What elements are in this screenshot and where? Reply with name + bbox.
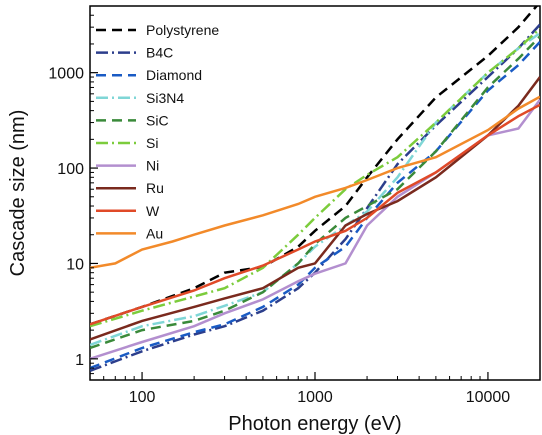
legend-label: Polystyrene	[146, 22, 219, 38]
legend-label: SiC	[146, 112, 169, 128]
y-tick-label: 1000	[48, 66, 84, 83]
y-axis-title: Cascade size (nm)	[7, 110, 29, 277]
x-axis-title: Photon energy (eV)	[228, 413, 401, 435]
series-line-w	[90, 103, 540, 326]
series-line-diamond	[90, 41, 540, 370]
legend-label: W	[146, 203, 160, 219]
x-tick-label: 100	[129, 389, 156, 406]
x-tick-label: 1000	[297, 389, 333, 406]
y-tick-label: 100	[57, 161, 84, 178]
axes-layer: 100 1000 10000 1 10 100 1000	[48, 5, 541, 406]
legend-label: Diamond	[146, 67, 202, 83]
series-line-sic	[90, 35, 540, 350]
legend: Polystyrene B4C Diamond Si3N4 SiC Si Ni Ru W Au	[96, 22, 219, 241]
legend-label: Si	[146, 135, 158, 151]
legend-label: Ni	[146, 158, 159, 174]
y-tick-label: 10	[66, 256, 84, 273]
legend-label: Ru	[146, 180, 164, 196]
series-line-si	[90, 27, 540, 328]
series-line-polystyrene	[90, 6, 539, 326]
series-layer	[90, 6, 540, 372]
y-tick-label: 1	[75, 352, 84, 369]
series-line-b4c	[90, 23, 540, 372]
x-tick-label: 10000	[466, 389, 511, 406]
series-line-au	[90, 95, 540, 270]
legend-label: Au	[146, 225, 163, 241]
legend-label: B4C	[146, 45, 173, 61]
legend-label: Si3N4	[146, 90, 184, 106]
